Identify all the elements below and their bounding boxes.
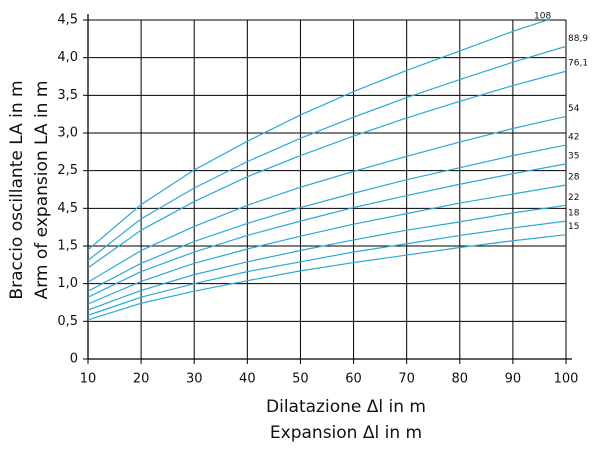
x-tick-label: 100	[554, 372, 579, 387]
x-tick-label: 70	[398, 372, 415, 387]
series-label: 22	[568, 193, 579, 203]
series-label: 108	[534, 12, 551, 22]
series-line	[88, 184, 566, 305]
series-line	[88, 70, 566, 269]
x-axis-title: Dilatazione Δl in m	[266, 397, 426, 417]
x-tick-label: 50	[292, 372, 309, 387]
series-line	[88, 204, 566, 311]
series-label: 42	[568, 133, 579, 143]
series-line	[88, 144, 566, 292]
series-line	[88, 20, 550, 251]
x-tick-label: 30	[186, 372, 203, 387]
x-axis-title: Expansion Δl in m	[270, 423, 422, 443]
y-tick-label: 3,5	[57, 88, 78, 103]
series-label: 18	[568, 209, 580, 219]
series-line	[88, 234, 566, 321]
y-tick-label: 0	[70, 352, 78, 367]
series-line	[88, 163, 566, 298]
y-tick-label: 4,5	[57, 201, 78, 216]
series-label: 15	[568, 222, 579, 232]
y-tick-label: 0,5	[57, 314, 78, 329]
series-label: 28	[568, 172, 580, 182]
series-label: 76,1	[568, 59, 588, 69]
x-tick-label: 40	[239, 372, 256, 387]
y-tick-label: 3,0	[57, 126, 78, 141]
series-label: 35	[568, 151, 579, 161]
y-tick-label: 1,5	[57, 239, 78, 254]
y-tick-label: 4,0	[57, 50, 78, 65]
y-tick-label: 1,0	[57, 276, 78, 291]
x-tick-label: 80	[452, 372, 469, 387]
y-tick-label: 2,5	[57, 163, 78, 178]
series-line	[88, 220, 566, 316]
x-tick-label: 20	[133, 372, 150, 387]
y-tick-label: 4,5	[57, 13, 78, 28]
x-tick-label: 10	[80, 372, 97, 387]
plot-area	[88, 20, 566, 321]
x-tick-label: 60	[345, 372, 362, 387]
x-tick-label: 90	[505, 372, 522, 387]
series-line	[88, 115, 566, 283]
y-axis-title: Arm of expansion LA in m	[32, 81, 52, 300]
series-label: 88,9	[568, 34, 588, 44]
series-label: 54	[568, 104, 580, 114]
y-axis-title: Braccio oscillante LA in m	[7, 80, 27, 299]
series-line	[88, 45, 566, 261]
